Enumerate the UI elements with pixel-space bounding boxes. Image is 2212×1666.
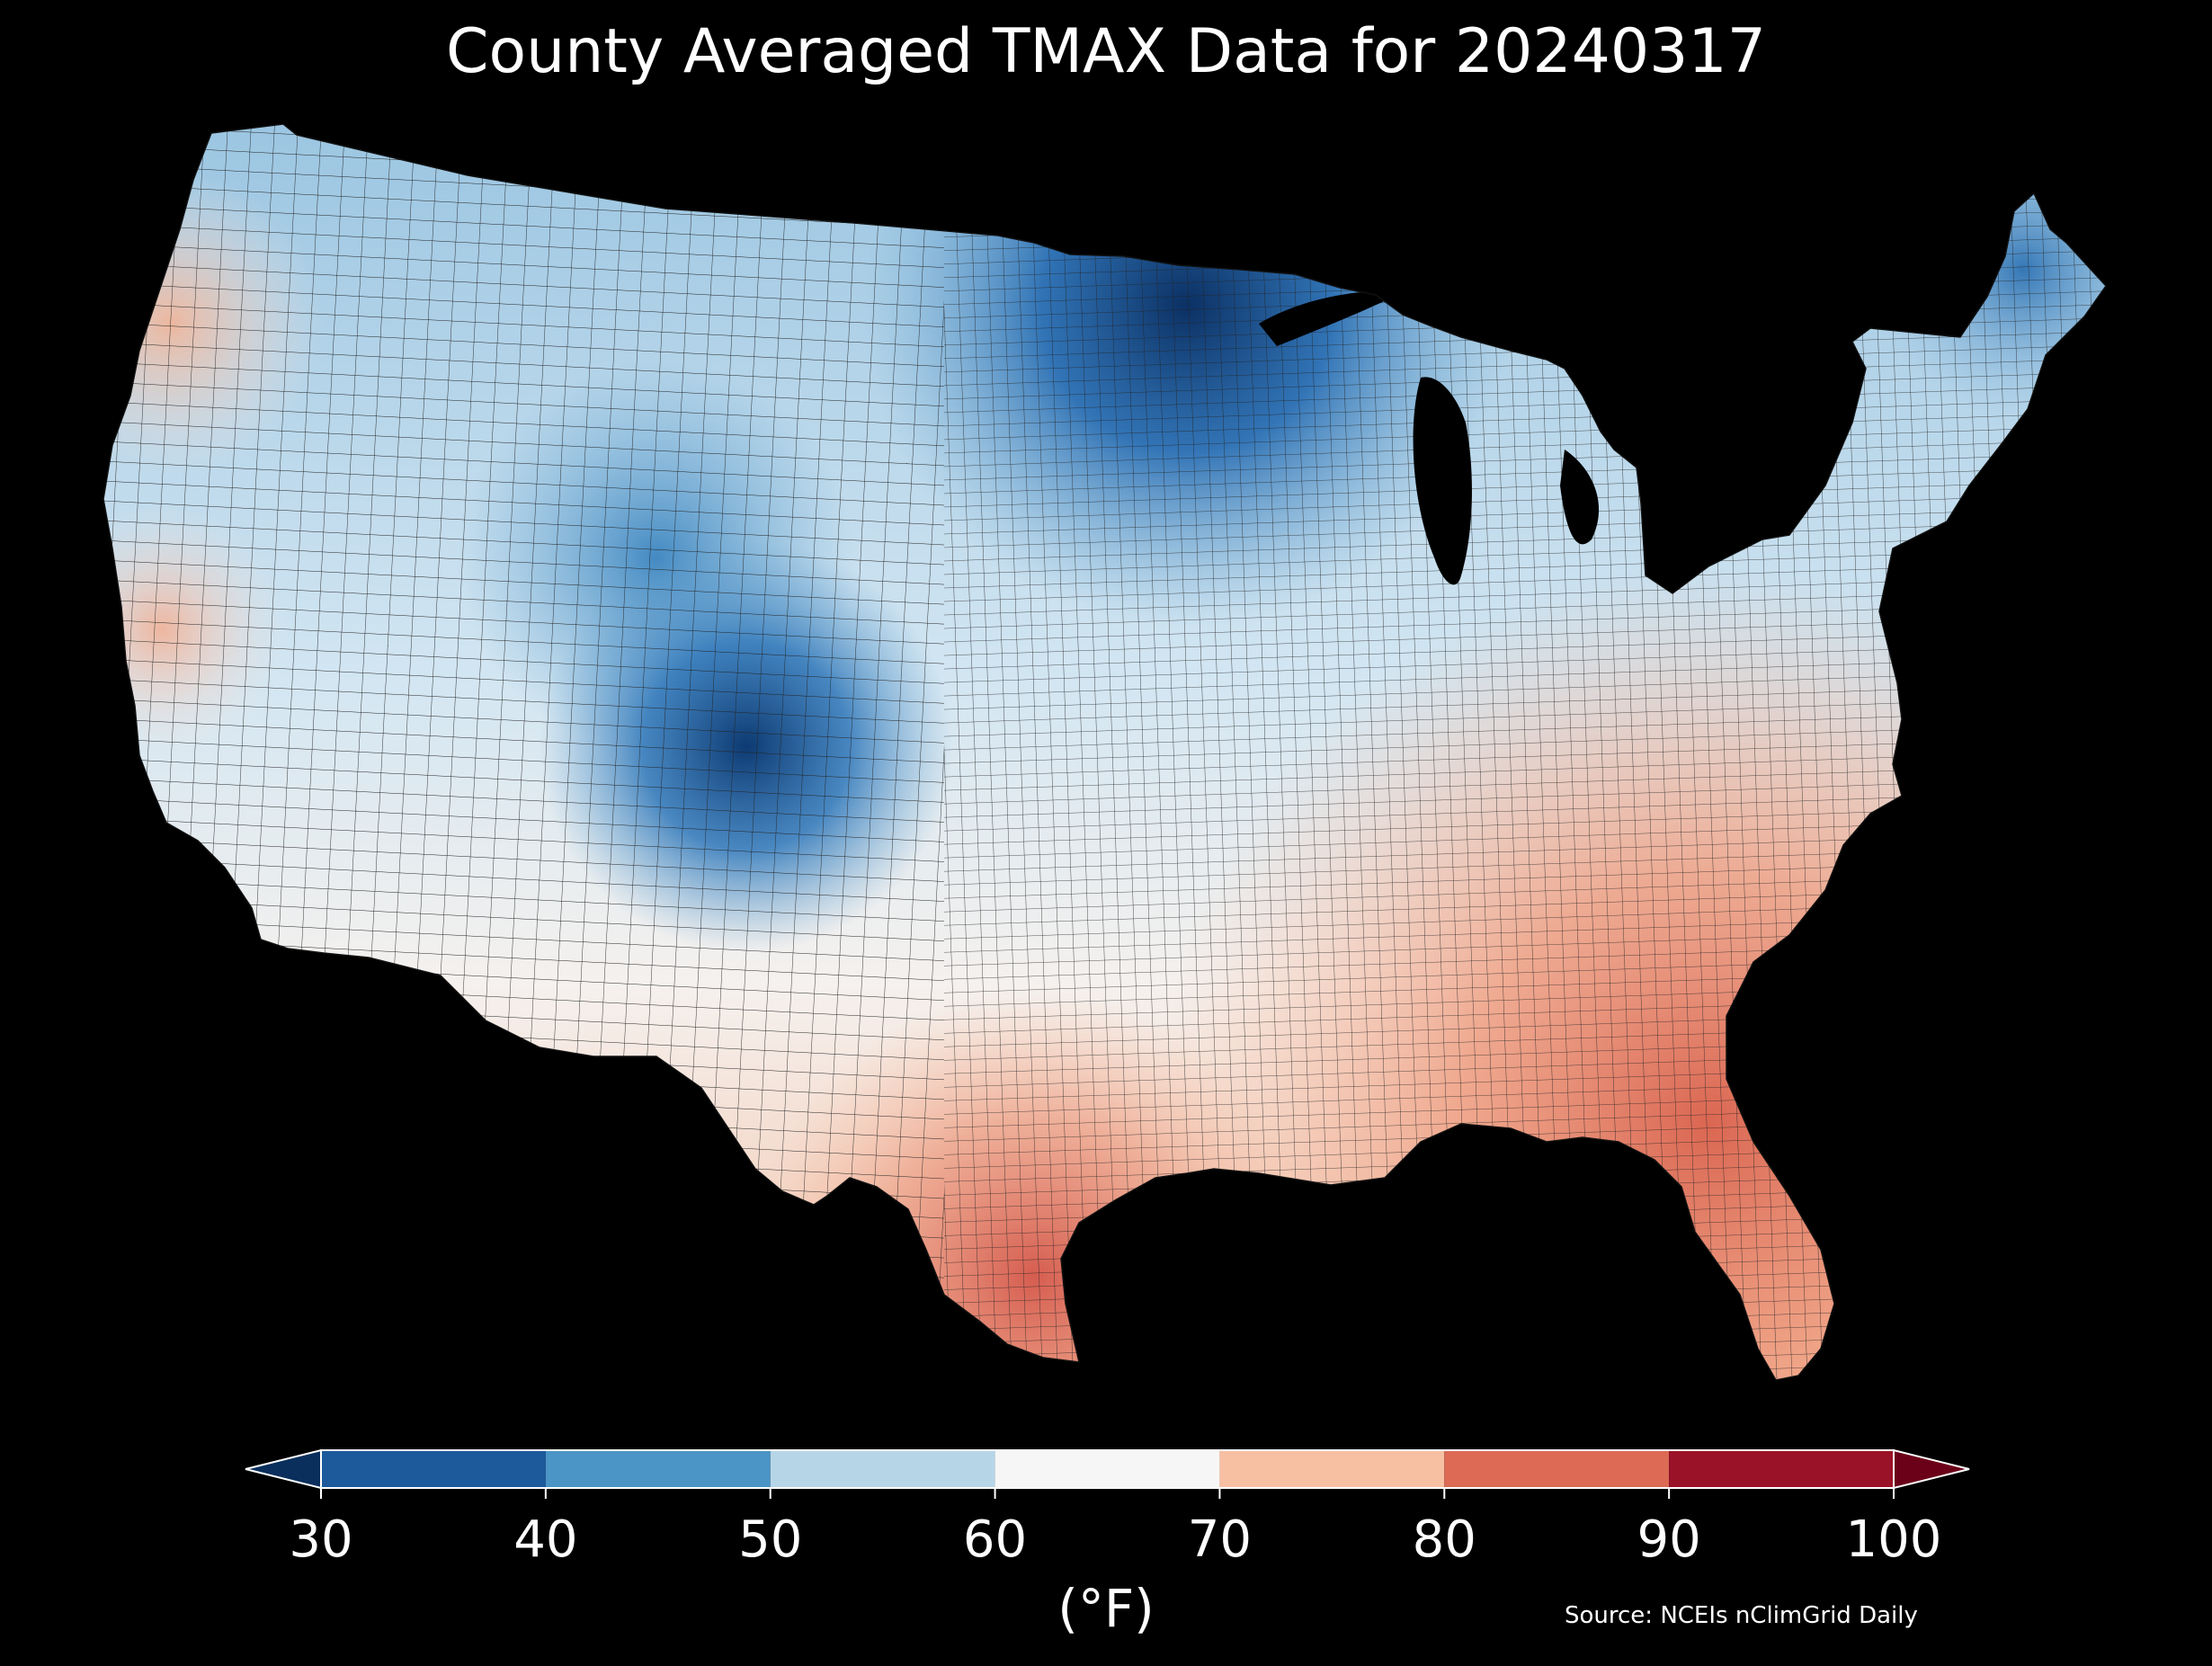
colorbar-unit-label: (°F) <box>1057 1578 1155 1639</box>
colorbar-bin-80-90 <box>1444 1450 1670 1488</box>
colorbar-over-arrow <box>1893 1448 1970 1490</box>
colorbar-bin-90-100 <box>1669 1450 1894 1488</box>
colorbar-bin-50-60 <box>770 1450 995 1488</box>
lake-michigan <box>1413 377 1472 585</box>
colorbar-bin-40-50 <box>545 1450 771 1488</box>
colorbar-tick-label: 40 <box>513 1510 578 1569</box>
colorbar-bin-30-40 <box>321 1450 546 1488</box>
lake-huron <box>1560 450 1600 545</box>
us-outline <box>103 123 2107 1381</box>
colorbar-bin-60-70 <box>995 1450 1220 1488</box>
colorbar-tick-marks <box>320 1488 1895 1499</box>
source-label: Source: NCEIs nClimGrid Daily <box>1565 1602 1918 1629</box>
page-title: County Averaged TMAX Data for 20240317 <box>446 16 1766 87</box>
colorbar-frame <box>320 1449 1895 1489</box>
colorbar-bins <box>321 1450 1894 1488</box>
colorbar-tick-label: 100 <box>1845 1510 1942 1569</box>
colorbar-tick-label: 30 <box>289 1510 353 1569</box>
lake-superior <box>1259 290 1403 346</box>
colorbar-tick-label: 80 <box>1412 1510 1476 1569</box>
colorbar-tick-label: 70 <box>1187 1510 1253 1569</box>
colorbar-tick-label: 60 <box>962 1510 1028 1569</box>
colorbar-bin-70-80 <box>1219 1450 1445 1488</box>
colorbar-tick-label: 90 <box>1637 1510 1701 1569</box>
colorbar-tick-label: 50 <box>738 1510 803 1569</box>
colorbar-under-arrow <box>245 1448 322 1490</box>
